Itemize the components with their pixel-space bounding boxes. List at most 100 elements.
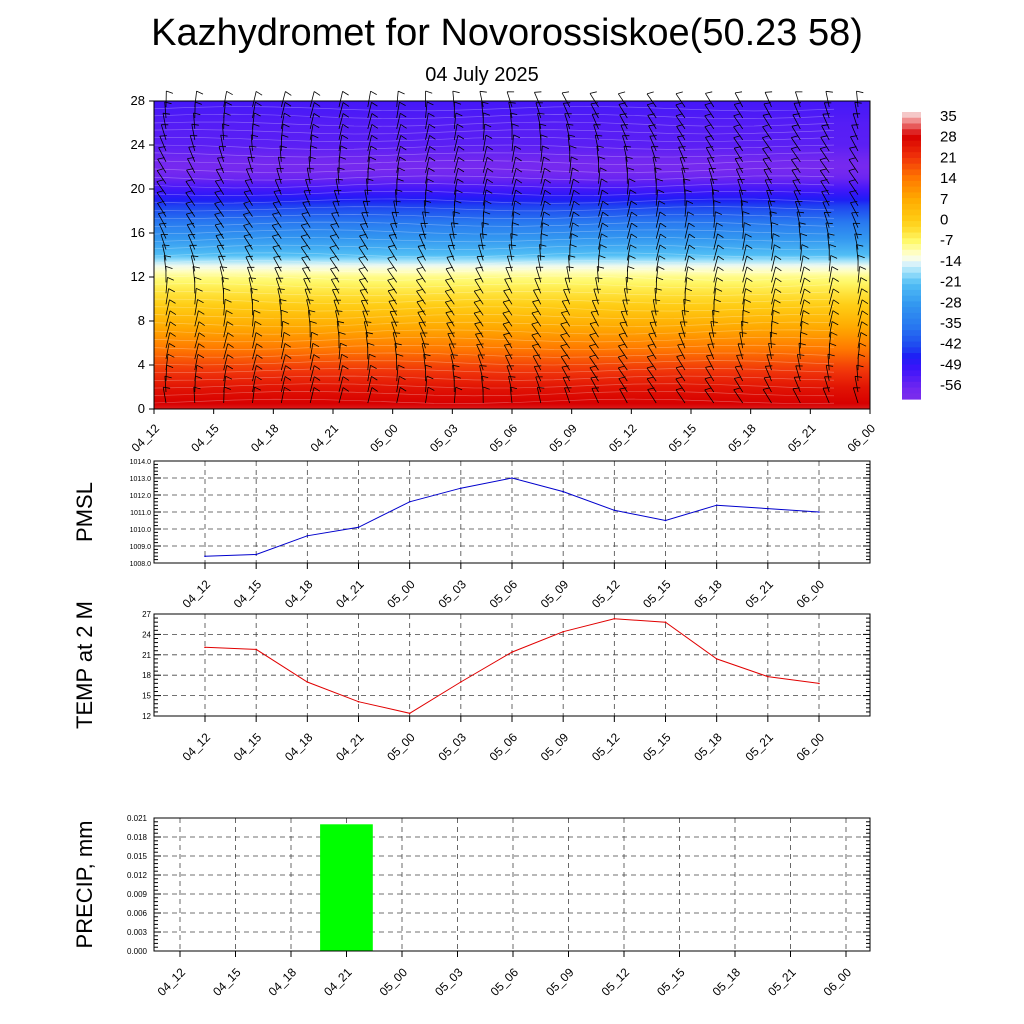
wind-barb (338, 145, 348, 162)
wind-barb (684, 233, 696, 250)
wind-barb (444, 299, 455, 316)
wind-barb (771, 299, 781, 316)
colorbar-band (902, 163, 921, 170)
wind-barb (799, 244, 809, 261)
colorbar-band (902, 381, 921, 389)
wind-barb (562, 376, 571, 393)
wind-barb (476, 343, 484, 360)
wind-barb (857, 266, 867, 283)
wind-barb (482, 134, 493, 151)
wind-barb (165, 321, 177, 338)
wind-barb (531, 332, 542, 349)
wind-barb (359, 288, 369, 305)
wind-barb (799, 255, 810, 272)
wind-barb (482, 145, 493, 162)
wind-barb (655, 255, 666, 272)
wind-barb (396, 145, 407, 162)
wind-barb (511, 134, 521, 151)
wind-barb (243, 201, 253, 217)
wind-barb (713, 266, 724, 283)
wind-barb (684, 200, 694, 217)
y-tick-label: 4 (138, 357, 145, 372)
colorbar-band (902, 353, 921, 360)
wind-barb (162, 112, 170, 129)
wind-barb (338, 353, 348, 371)
wind-barb (560, 343, 571, 360)
data-point (767, 675, 769, 678)
colorbar-label: 14 (940, 170, 957, 187)
wind-barb (819, 146, 830, 163)
wind-barb (309, 134, 319, 151)
wind-barb (338, 123, 349, 140)
wind-barb (482, 178, 494, 195)
wind-barb (447, 332, 455, 349)
wind-barb (194, 299, 204, 316)
wind-barb (242, 212, 253, 228)
wind-barb (249, 145, 257, 162)
wind-barb (215, 233, 225, 250)
wind-barb (479, 90, 487, 108)
x-tick-label: 05_03 (435, 730, 469, 764)
wind-barb (359, 233, 369, 250)
wind-barb (626, 233, 638, 250)
wind-barb (793, 190, 801, 206)
x-tick-label: 04_12 (155, 965, 189, 999)
wind-barb (165, 332, 176, 349)
wind-barb (482, 156, 494, 173)
wind-barb (532, 354, 542, 371)
wind-barb (511, 167, 523, 184)
wind-barb (223, 375, 233, 393)
wind-barb (453, 156, 465, 173)
wind-barb (280, 320, 290, 338)
wind-barb (223, 299, 232, 316)
x-tick-label: 04_15 (210, 965, 244, 999)
x-tick-label: 05_18 (710, 965, 744, 999)
colorbar-band (902, 129, 921, 136)
colorbar-band (902, 255, 921, 262)
wind-barb (280, 354, 292, 371)
wind-barb (473, 288, 484, 305)
wind-barb (280, 91, 292, 108)
wind-barb (220, 134, 228, 151)
y-tick-label: 20 (131, 181, 145, 196)
wind-barb (540, 167, 551, 184)
y-tick-label: 18 (142, 671, 151, 680)
wind-barb (733, 135, 744, 152)
y-tick-label: 1014.0 (130, 459, 152, 466)
x-tick-label: 04_21 (308, 421, 342, 455)
colorbar-label: -35 (940, 315, 962, 332)
x-tick-label: 05_00 (384, 730, 418, 764)
wind-barb (589, 332, 599, 349)
wind-barb (421, 343, 429, 360)
wind-barb (623, 145, 632, 162)
x-tick-label: 05_12 (589, 730, 623, 764)
wind-barb (598, 211, 609, 228)
wind-barb (820, 135, 830, 152)
data-point (204, 555, 206, 557)
wind-barb (857, 277, 868, 294)
wind-barb (655, 233, 667, 250)
wind-barb (742, 288, 752, 305)
wind-barb (705, 91, 715, 108)
x-tick-label: 04_21 (333, 730, 367, 764)
wind-barb (367, 124, 379, 141)
wind-barb (655, 244, 667, 261)
wind-barb (648, 124, 657, 141)
wind-barb (505, 266, 513, 283)
wind-barb (684, 211, 695, 228)
colorbar-band (902, 289, 921, 297)
wind-barb (280, 102, 292, 119)
wind-barb (425, 101, 434, 119)
wind-barb (649, 321, 658, 338)
x-tick-label: 04_15 (231, 577, 265, 611)
wind-barb (506, 91, 515, 108)
wind-barb (762, 113, 772, 130)
wind-barb (764, 91, 773, 108)
wind-barb (617, 354, 628, 371)
y-tick-label: 0.015 (127, 852, 148, 861)
wind-barb (396, 135, 407, 152)
wind-barb (828, 331, 838, 349)
wind-barb (537, 255, 545, 272)
wind-barb (655, 266, 665, 283)
wind-barb (214, 212, 225, 228)
